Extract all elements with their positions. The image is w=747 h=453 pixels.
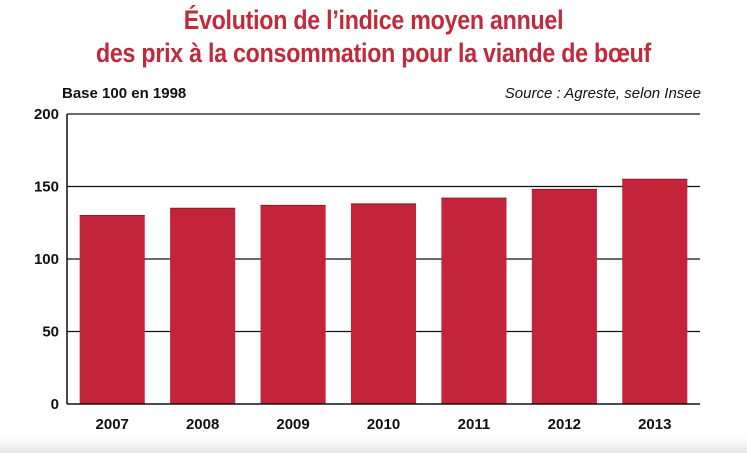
x-tick-label: 2008	[186, 416, 219, 433]
x-tick-label: 2012	[548, 416, 581, 433]
bottom-shadow	[0, 437, 747, 453]
y-tick-label: 50	[42, 324, 59, 341]
x-tick-label: 2010	[367, 416, 400, 433]
bar-2007	[79, 215, 145, 404]
bar-2013	[622, 179, 688, 404]
chart-title-line-2: des prix à la consommation pour la viand…	[95, 38, 652, 68]
x-tick-label: 2013	[638, 416, 671, 433]
x-tick-label: 2011	[458, 416, 491, 433]
base-label: Base 100 en 1998	[62, 85, 187, 102]
x-axis-ticks: 2007 2008 2009 2010 2011 2012 2013	[96, 416, 672, 433]
y-tick-label: 150	[34, 179, 59, 196]
bar-2010	[350, 203, 417, 404]
bar-2009	[260, 205, 326, 404]
bar-2012	[531, 189, 597, 404]
source-label: Source : Agreste, selon Insee	[504, 85, 701, 102]
y-axis-ticks: 0 50 100 150 200	[34, 106, 59, 413]
x-tick-label: 2009	[276, 416, 309, 433]
bar-2008	[170, 208, 236, 404]
y-tick-label: 200	[34, 106, 59, 123]
axes	[66, 114, 700, 405]
bars	[79, 178, 688, 404]
y-tick-label: 0	[51, 396, 59, 413]
bar-2011	[441, 198, 507, 404]
y-tick-label: 100	[34, 251, 59, 268]
x-tick-label: 2007	[96, 416, 129, 433]
chart-title-line-1: Évolution de l’indice moyen annuel	[183, 5, 564, 35]
chart-title: Évolution de l’indice moyen annuel des p…	[52, 4, 694, 70]
